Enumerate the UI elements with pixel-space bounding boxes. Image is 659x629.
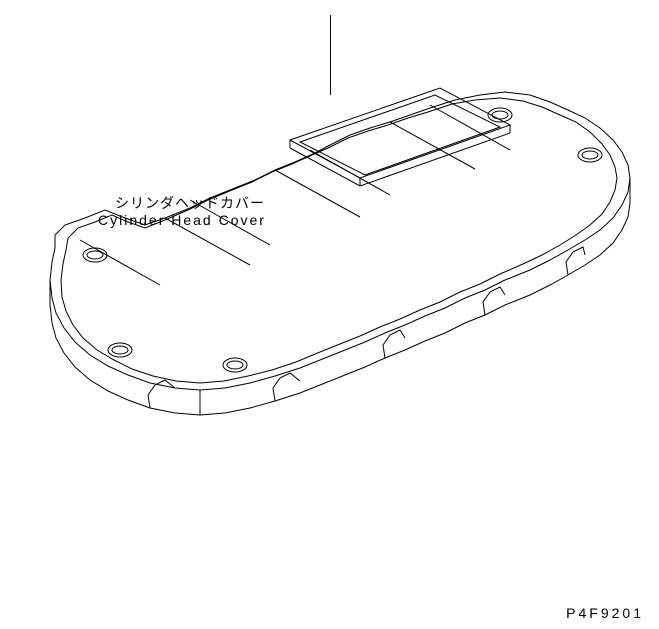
- cylinder-head-cover-drawing: [10, 80, 650, 440]
- part-label-english: Cylinder Head Cover: [98, 212, 266, 229]
- drawing-reference-number: P4F9201: [566, 605, 644, 621]
- part-label-japanese: シリンダヘッドカバー: [115, 195, 265, 212]
- technical-diagram: シリンダヘッドカバー Cylinder Head Cover P4F9201: [0, 0, 659, 629]
